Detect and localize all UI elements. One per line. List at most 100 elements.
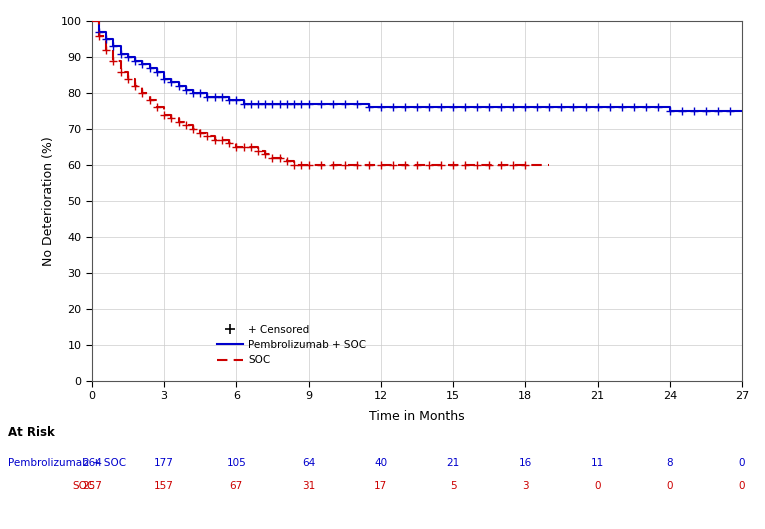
Point [223,96,235,105]
Y-axis label: No Deterioration (%): No Deterioration (%) [42,136,55,266]
Point [302,161,314,169]
Point [495,103,507,112]
Point [281,99,293,108]
Point [115,67,127,76]
Point [447,103,459,112]
Point [136,60,148,69]
Text: 177: 177 [154,458,174,468]
Point [399,103,411,112]
Point [266,153,278,162]
Point [459,161,471,169]
Point [302,99,314,108]
Point [339,161,351,169]
Point [700,107,712,115]
X-axis label: Time in Months: Time in Months [369,409,464,423]
Point [237,143,249,151]
Point [252,99,264,108]
Point [375,103,387,112]
Point [327,99,339,108]
Point [664,107,676,115]
Text: 3: 3 [522,481,529,491]
Point [144,63,156,72]
Point [363,161,375,169]
Text: 67: 67 [230,481,243,491]
Point [350,161,363,169]
Point [187,89,199,97]
Text: 0: 0 [666,481,673,491]
Point [93,28,105,36]
Point [158,75,170,83]
Text: 40: 40 [374,458,387,468]
Point [507,161,519,169]
Point [435,161,447,169]
Point [495,161,507,169]
Point [107,42,119,51]
Point [100,35,112,43]
Point [579,103,591,112]
Point [216,93,228,101]
Point [411,161,423,169]
Point [151,67,163,76]
Point [122,75,134,83]
Point [165,114,177,123]
Legend: + Censored, Pembrolizumab + SOC, SOC: + Censored, Pembrolizumab + SOC, SOC [214,322,369,369]
Point [555,103,568,112]
Text: 17: 17 [374,481,387,491]
Point [288,161,300,169]
Point [568,103,580,112]
Point [165,78,177,87]
Point [435,103,447,112]
Point [295,161,308,169]
Point [172,81,184,90]
Point [423,103,435,112]
Point [712,107,724,115]
Point [339,99,351,108]
Text: 8: 8 [666,458,673,468]
Point [237,99,249,108]
Point [230,143,243,151]
Text: 257: 257 [82,481,102,491]
Point [387,103,399,112]
Text: 105: 105 [226,458,246,468]
Text: 264: 264 [82,458,102,468]
Point [201,132,213,141]
Point [627,103,640,112]
Point [314,161,327,169]
Point [604,103,616,112]
Point [295,99,308,108]
Point [724,107,736,115]
Point [675,107,688,115]
Text: SOC: SOC [73,481,95,491]
Point [519,103,532,112]
Text: 0: 0 [594,481,601,491]
Point [129,57,142,65]
Point [136,89,148,97]
Point [180,85,192,94]
Point [350,99,363,108]
Text: 5: 5 [450,481,457,491]
Point [288,99,300,108]
Point [180,121,192,130]
Point [259,150,272,159]
Point [100,45,112,54]
Point [172,117,184,126]
Point [259,99,272,108]
Point [591,103,604,112]
Point [616,103,628,112]
Text: 31: 31 [302,481,315,491]
Text: Pembrolizumab + SOC: Pembrolizumab + SOC [8,458,125,468]
Point [194,89,207,97]
Point [216,135,228,144]
Point [252,147,264,155]
Text: 0: 0 [739,481,745,491]
Point [122,53,134,61]
Text: 21: 21 [447,458,460,468]
Point [201,93,213,101]
Point [230,96,243,105]
Point [245,99,257,108]
Point [158,111,170,119]
Text: 16: 16 [519,458,532,468]
Point [274,153,286,162]
Point [640,103,652,112]
Point [483,103,495,112]
